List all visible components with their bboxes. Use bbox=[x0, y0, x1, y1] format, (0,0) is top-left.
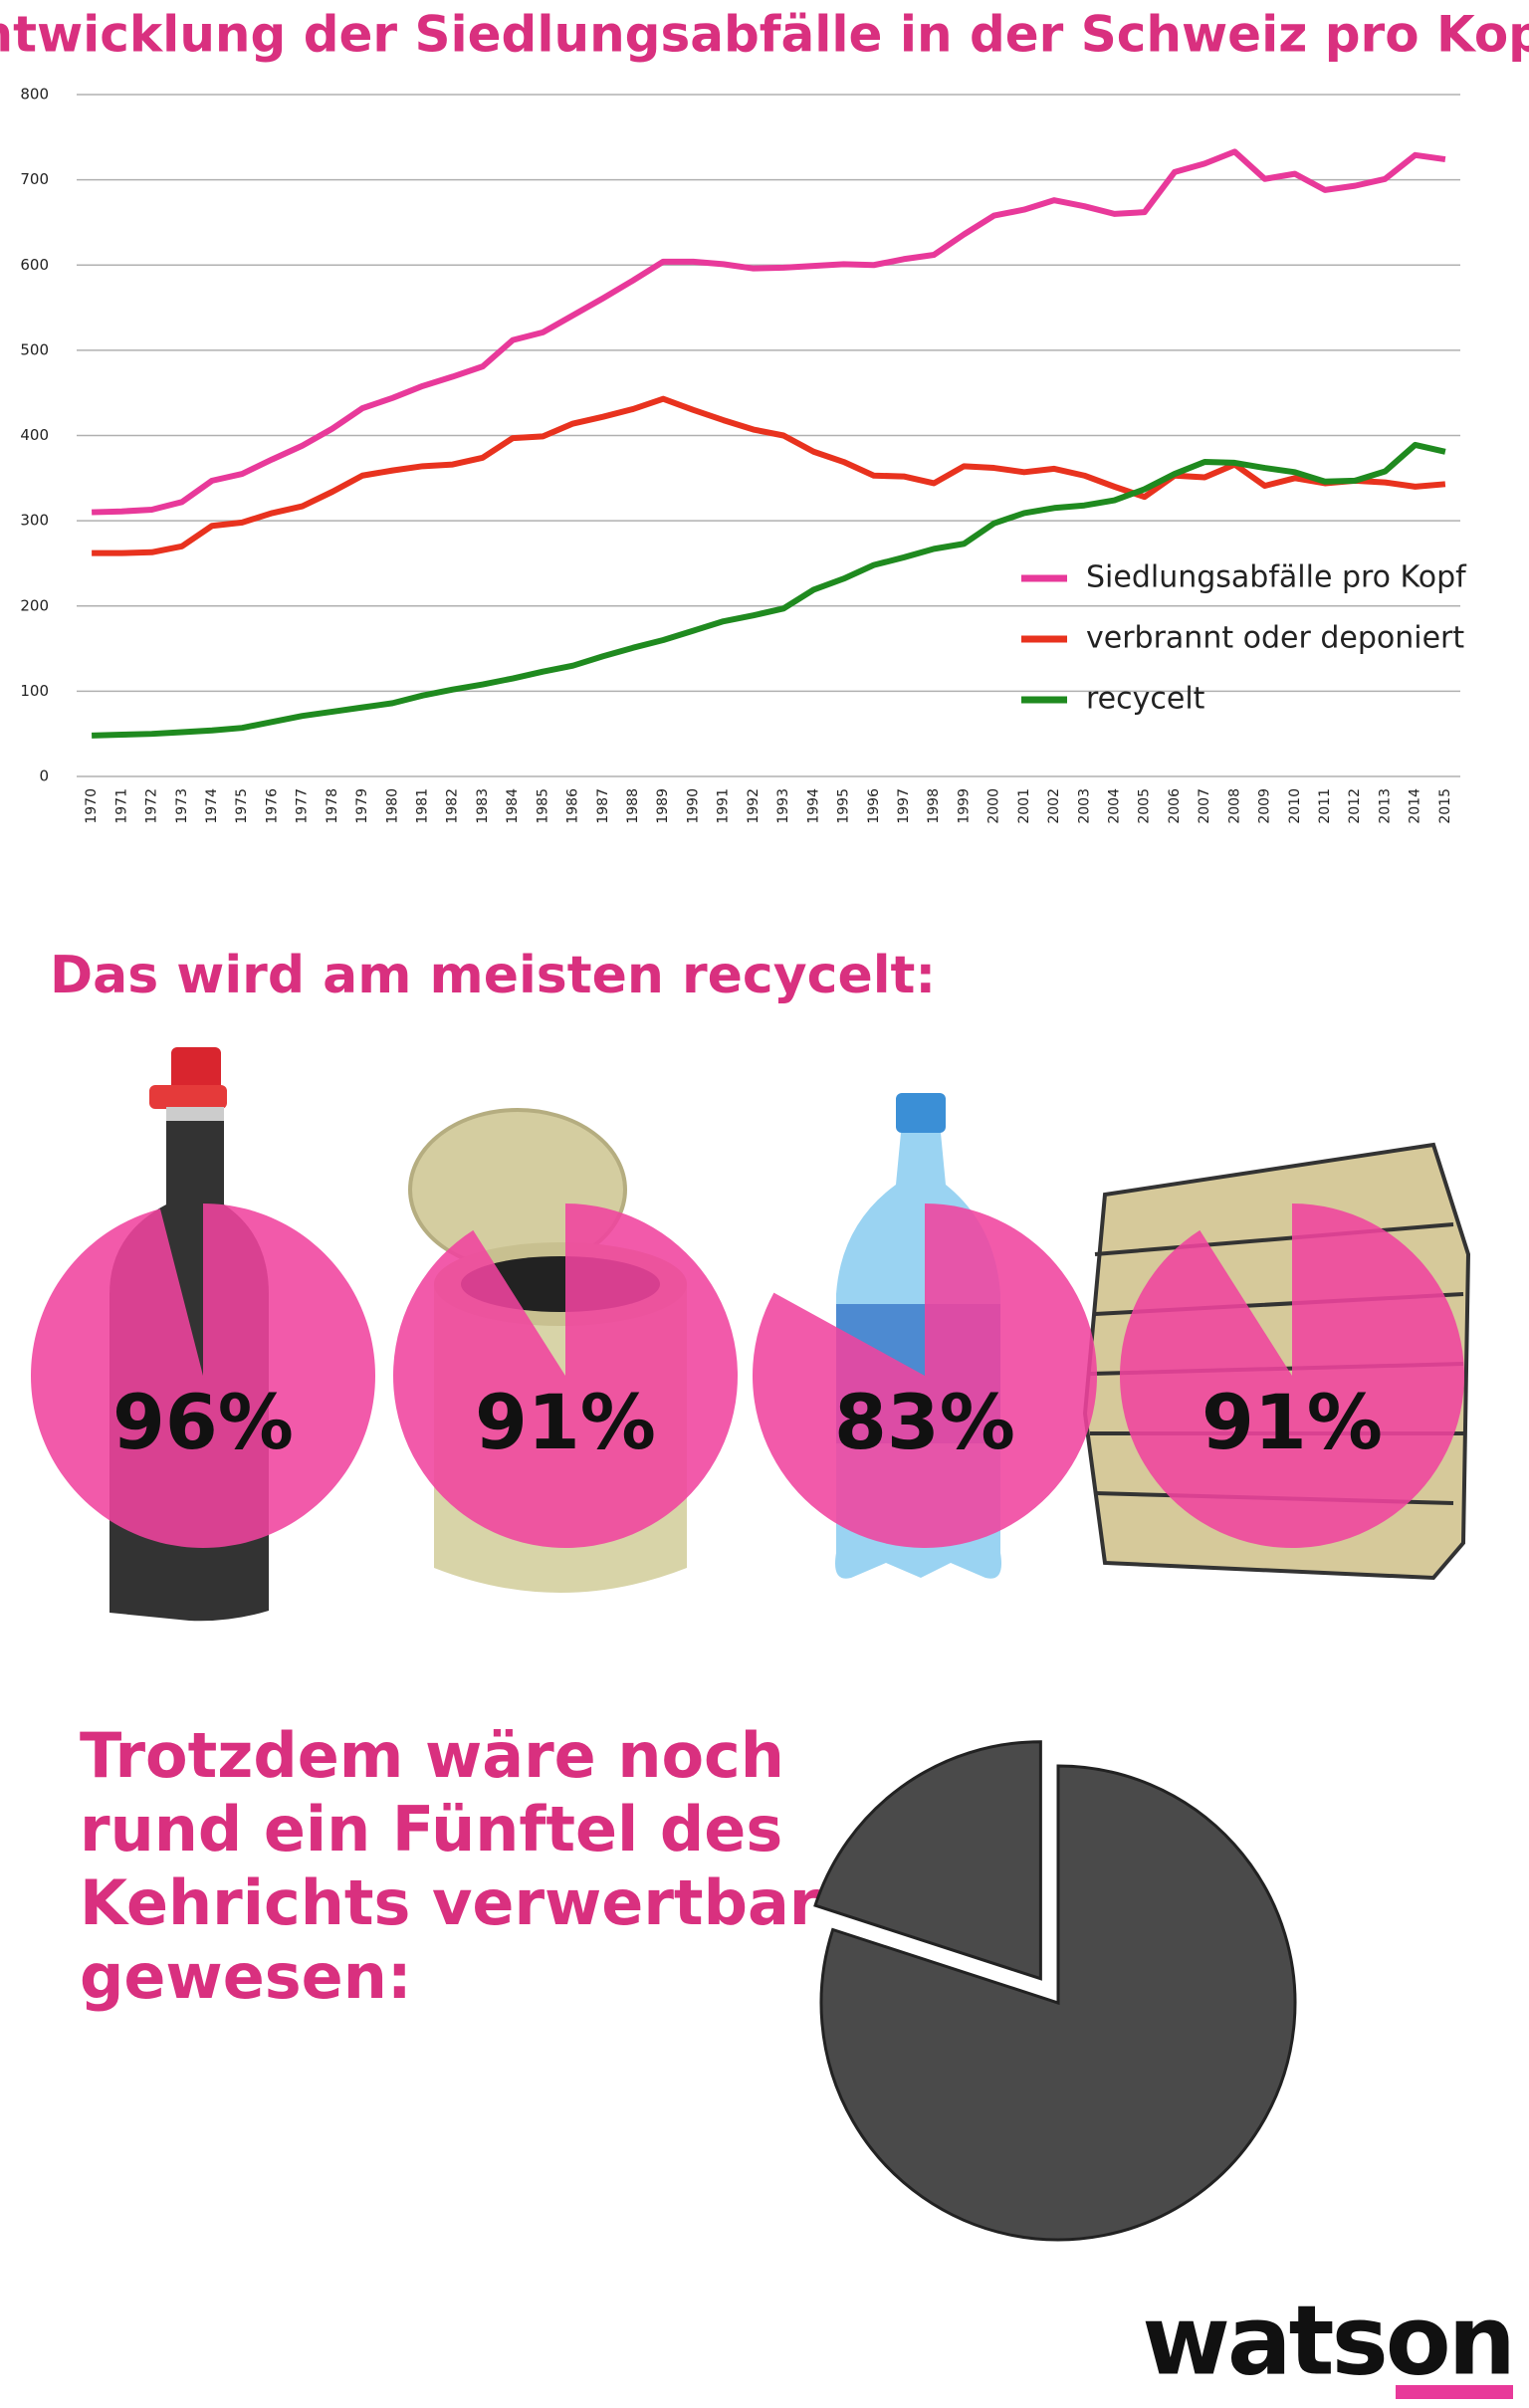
x-tick-label: 1990 bbox=[685, 788, 701, 824]
bottle-neck bbox=[166, 1107, 224, 1121]
x-tick-label: 2014 bbox=[1408, 788, 1423, 824]
y-tick-label: 700 bbox=[20, 170, 49, 188]
x-tick-label: 1984 bbox=[505, 788, 521, 824]
x-tick-label: 2009 bbox=[1257, 788, 1273, 824]
x-tick-label: 1978 bbox=[325, 788, 340, 824]
x-tick-label: 1983 bbox=[475, 788, 491, 824]
value-label: 91% bbox=[475, 1378, 656, 1466]
x-tick-label: 1993 bbox=[775, 788, 791, 824]
x-tick-label: 1989 bbox=[655, 788, 671, 824]
x-tick-label: 1973 bbox=[174, 788, 190, 824]
x-tick-label: 2005 bbox=[1137, 788, 1153, 824]
legend-label: Siedlungsabfälle pro Kopf bbox=[1086, 560, 1467, 595]
pie-slice bbox=[392, 1203, 739, 1549]
x-tick-label: 1974 bbox=[204, 788, 220, 824]
x-tick-label: 1979 bbox=[354, 788, 370, 824]
x-tick-label: 1971 bbox=[113, 788, 129, 824]
line-series bbox=[92, 441, 1446, 739]
x-tick-label: 1972 bbox=[144, 788, 160, 824]
x-tick-label: 1986 bbox=[565, 788, 581, 824]
x-tick-label: 1998 bbox=[926, 788, 942, 824]
pet-cap bbox=[896, 1093, 946, 1133]
value-label: 83% bbox=[834, 1378, 1015, 1466]
chart-title: Entwicklung der Siedlungsabfälle in der … bbox=[0, 6, 1529, 64]
bottle-cap bbox=[149, 1085, 227, 1109]
x-tick-label: 2011 bbox=[1317, 788, 1333, 824]
x-tick-label: 1992 bbox=[746, 788, 762, 824]
section-title: Das wird am meisten recycelt: bbox=[50, 946, 936, 1005]
legend-label: recycelt bbox=[1086, 682, 1205, 717]
y-tick-label: 300 bbox=[20, 512, 49, 530]
x-tick-label: 1988 bbox=[625, 788, 641, 824]
logo-bar bbox=[1396, 2385, 1513, 2399]
logo: watson bbox=[1142, 2285, 1516, 2399]
x-tick-label: 1981 bbox=[415, 788, 431, 824]
x-tick-label: 2000 bbox=[986, 788, 1002, 824]
x-tick-label: 1996 bbox=[866, 788, 882, 824]
pie-slice bbox=[813, 1740, 1042, 1981]
x-tick-label: 1987 bbox=[595, 788, 611, 824]
x-tick-label: 2003 bbox=[1076, 788, 1092, 824]
x-tick-label: 1991 bbox=[716, 788, 732, 824]
pie-slice bbox=[819, 1764, 1297, 2242]
y-tick-label: 100 bbox=[20, 682, 49, 700]
x-tick-label: 2002 bbox=[1046, 788, 1062, 824]
x-tick-label: 2008 bbox=[1226, 788, 1242, 824]
pie-slice bbox=[1120, 1203, 1464, 1549]
x-tick-label: 1975 bbox=[234, 788, 250, 824]
x-tick-label: 1977 bbox=[295, 788, 311, 824]
x-tick-label: 1999 bbox=[956, 788, 972, 824]
y-tick-label: 200 bbox=[20, 596, 49, 614]
legend-label: verbrannt oder deponiert bbox=[1086, 621, 1464, 656]
x-tick-label: 2007 bbox=[1197, 788, 1212, 824]
pie-slice bbox=[30, 1204, 375, 1549]
value-label: 91% bbox=[1201, 1378, 1383, 1466]
line-series bbox=[92, 148, 1446, 516]
charts: Entwicklung der Siedlungsabfälle in der … bbox=[0, 6, 1529, 2242]
section-title: Kehrichts verwertbar bbox=[80, 1866, 820, 1939]
x-tick-label: 1994 bbox=[805, 788, 821, 824]
x-tick-label: 2001 bbox=[1016, 788, 1032, 824]
y-tick-label: 0 bbox=[39, 767, 49, 785]
y-tick-label: 400 bbox=[20, 426, 49, 444]
pie-slice bbox=[752, 1204, 1097, 1548]
section-title: gewesen: bbox=[80, 1940, 412, 2013]
logo-text: watson bbox=[1142, 2285, 1513, 2396]
x-tick-label: 1985 bbox=[535, 788, 550, 824]
y-tick-label: 800 bbox=[20, 86, 49, 104]
y-tick-label: 600 bbox=[20, 256, 49, 274]
x-tick-label: 2013 bbox=[1377, 788, 1393, 824]
y-tick-label: 500 bbox=[20, 340, 49, 358]
x-tick-label: 1970 bbox=[84, 788, 100, 824]
x-tick-label: 1995 bbox=[836, 788, 852, 824]
x-tick-label: 1976 bbox=[264, 788, 280, 824]
x-tick-label: 2004 bbox=[1107, 788, 1123, 824]
x-tick-label: 1980 bbox=[384, 788, 400, 824]
line-series bbox=[92, 395, 1446, 556]
section-title: Trotzdem wäre noch bbox=[80, 1719, 784, 1792]
x-tick-label: 1997 bbox=[896, 788, 912, 824]
x-tick-label: 2010 bbox=[1287, 788, 1303, 824]
x-tick-label: 1982 bbox=[445, 788, 461, 824]
x-tick-label: 2006 bbox=[1167, 788, 1183, 824]
section-title: rund ein Fünftel des bbox=[80, 1793, 782, 1865]
x-tick-label: 2012 bbox=[1347, 788, 1363, 824]
value-label: 96% bbox=[112, 1378, 294, 1466]
x-tick-label: 2015 bbox=[1437, 788, 1453, 824]
